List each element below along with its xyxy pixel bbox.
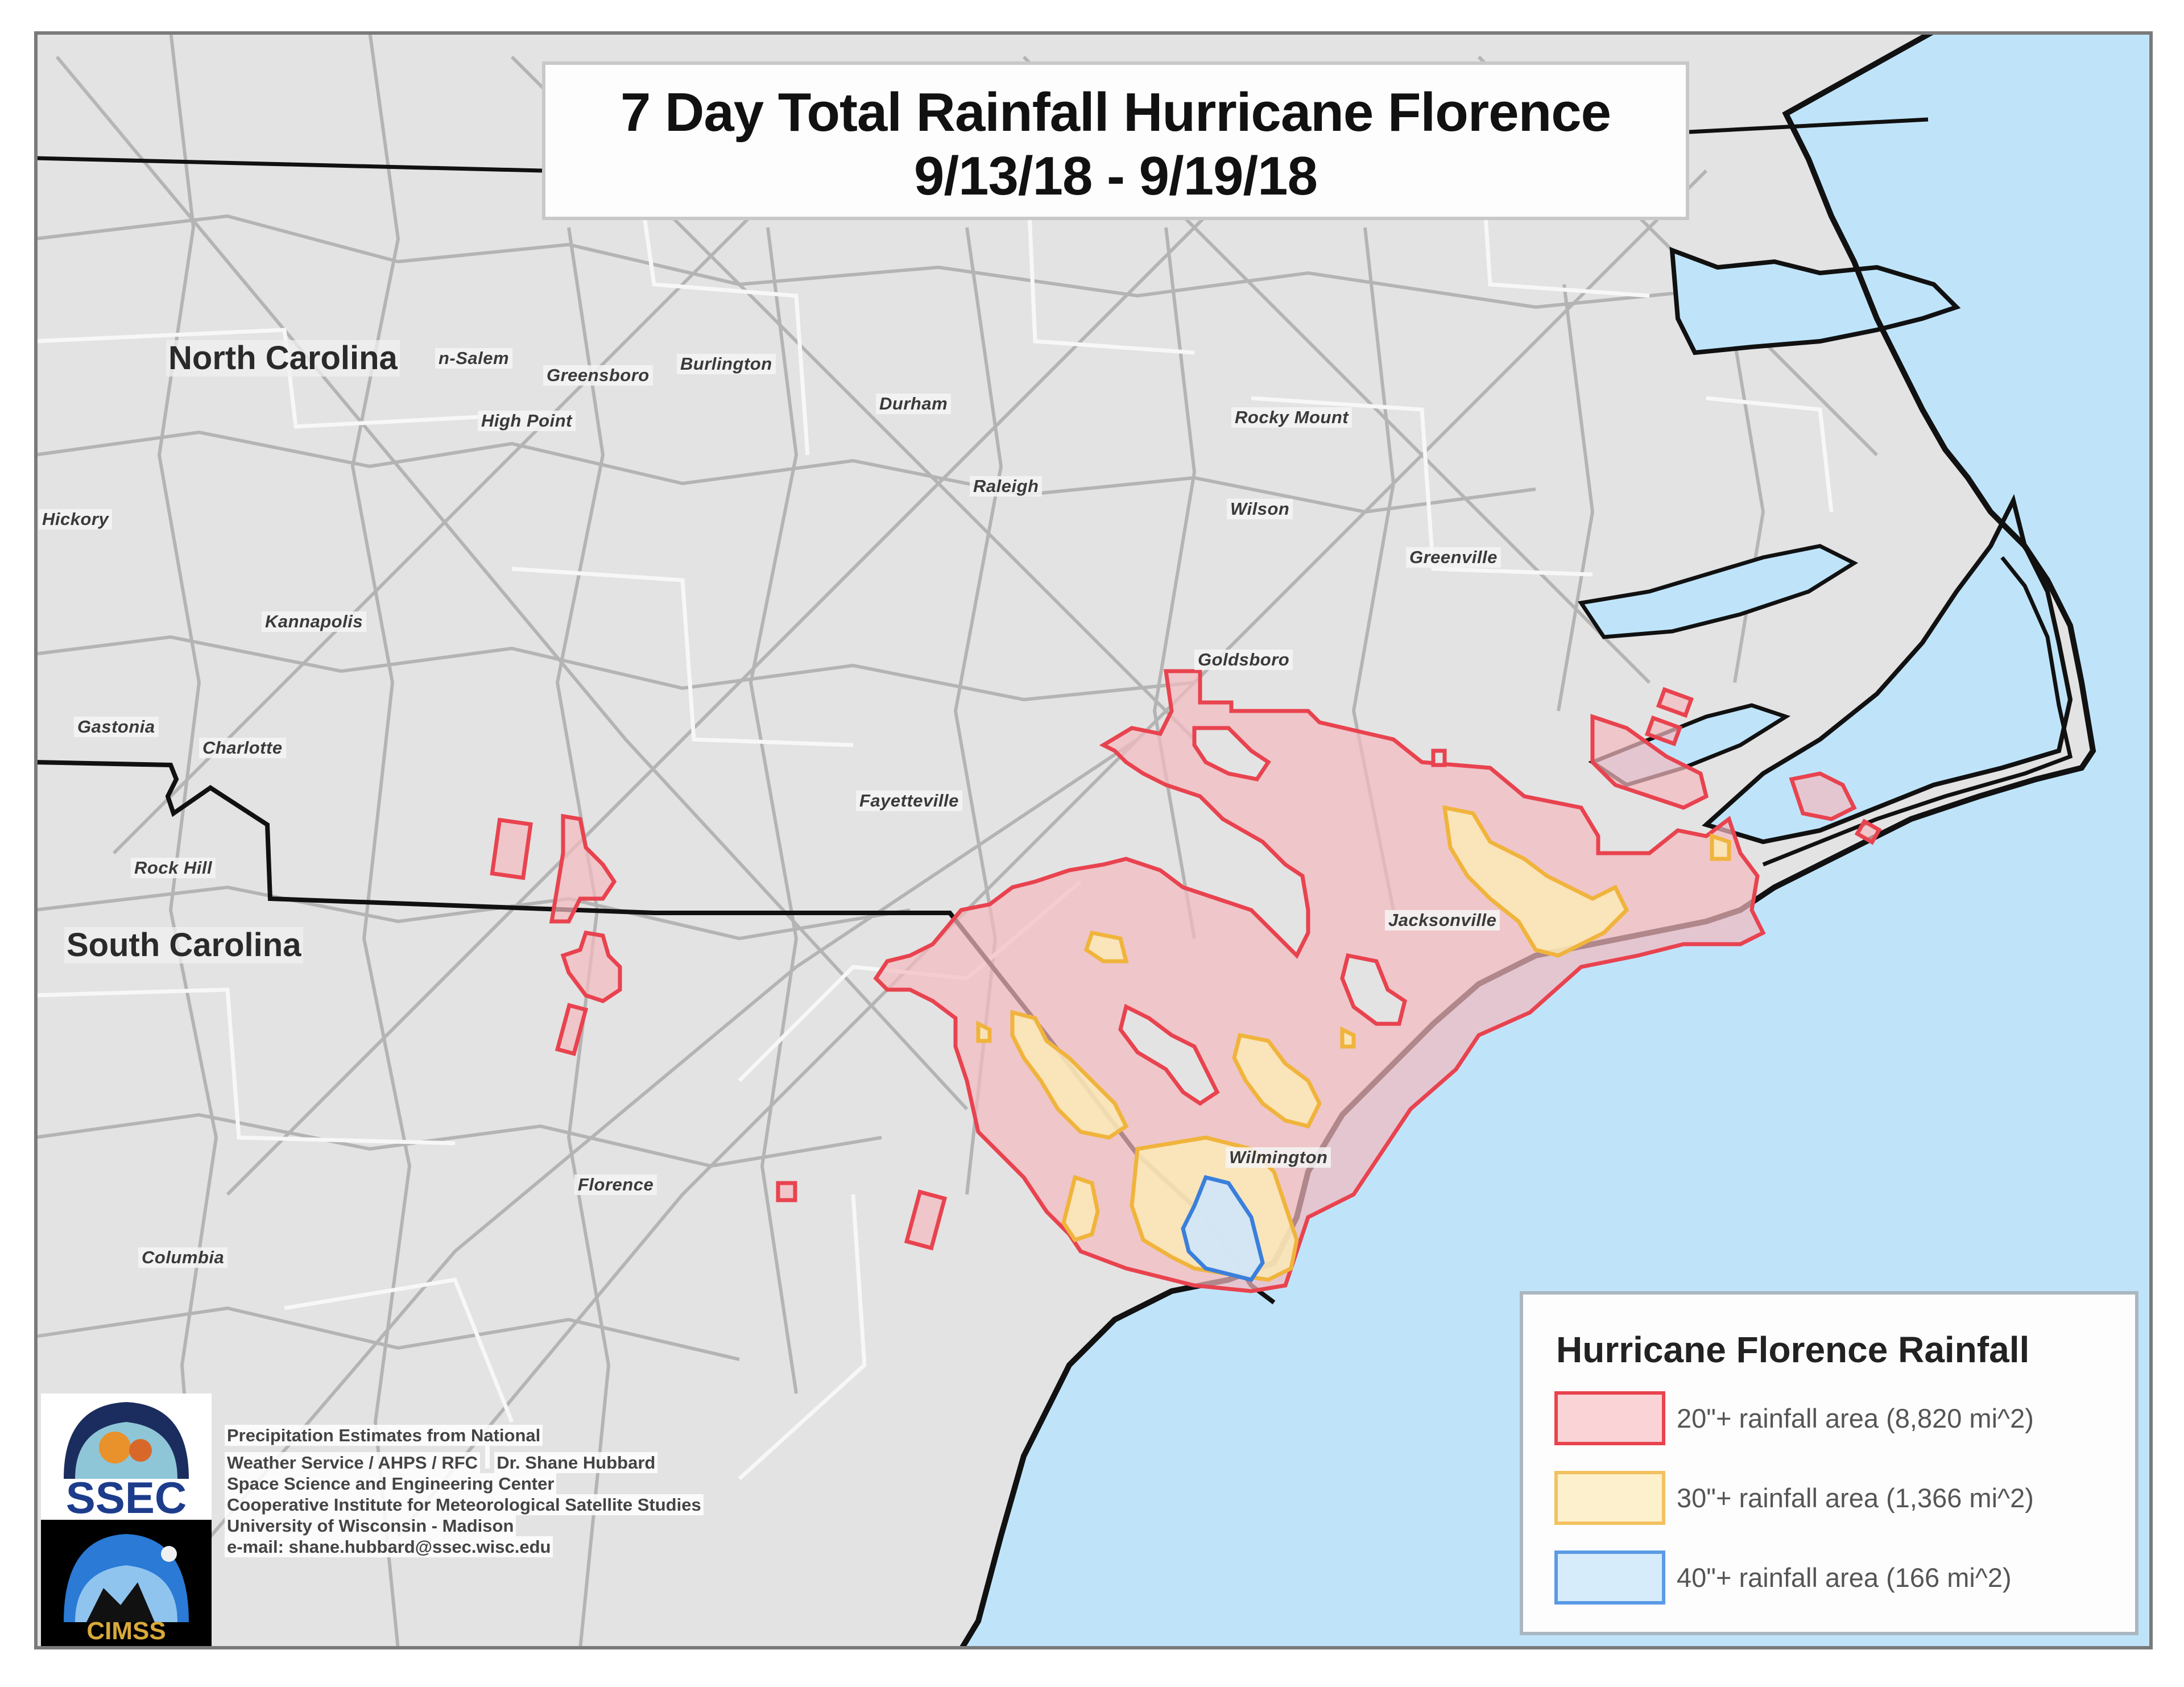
pamlico-river: [1578, 544, 1859, 639]
legend-title: Hurricane Florence Rainfall: [1556, 1329, 2030, 1370]
legend-item-30in: 30"+ rainfall area (1,366 mi^2): [1554, 1471, 2123, 1528]
map-frame: [34, 31, 2153, 1649]
state-label-north-carolina: North Carolina: [166, 340, 400, 377]
map-canvas: [38, 35, 2149, 1646]
pamlico-sound: [1702, 494, 2073, 845]
city-label: Goldsboro: [1194, 650, 1293, 670]
credit-org-3: University of Wisconsin - Madison: [225, 1515, 516, 1536]
ssec-logo-text: SSEC: [66, 1473, 187, 1520]
credit-author: Dr. Shane Hubbard: [494, 1452, 658, 1473]
city-label: Greensboro: [543, 365, 653, 386]
credit-source-1: Precipitation Estimates from National: [225, 1425, 543, 1446]
city-label: Greenville: [1406, 547, 1501, 568]
city-label: Durham: [876, 394, 952, 414]
swatch-30in-icon: [1554, 1471, 1665, 1525]
credit-org-2: Cooperative Institute for Meteorological…: [225, 1494, 704, 1515]
legend-item-40in: 40"+ rainfall area (166 mi^2): [1554, 1550, 2123, 1607]
cimss-logo: CIMSS: [41, 1520, 212, 1646]
city-label: Charlotte: [199, 738, 286, 758]
city-label: Columbia: [138, 1247, 228, 1268]
city-label: Wilmington: [1226, 1147, 1331, 1168]
credits: Precipitation Estimates from National We…: [225, 1425, 704, 1557]
swatch-40in-icon: [1554, 1550, 1665, 1605]
map-title: 7 Day Total Rainfall Hurricane Florence: [620, 82, 1611, 143]
map-title-box: 7 Day Total Rainfall Hurricane Florence …: [542, 61, 1689, 220]
cimss-logo-text: CIMSS: [86, 1617, 166, 1645]
city-label: Kannapolis: [262, 611, 367, 632]
state-border-va-nc: [38, 117, 1929, 173]
ocean: [963, 35, 2149, 1646]
city-label: Raleigh: [970, 476, 1043, 497]
ssec-logo: SSEC: [41, 1394, 212, 1523]
rain-40in-area: [1181, 1175, 1265, 1282]
city-label: Florence: [574, 1175, 657, 1195]
city-label: Wilson: [1227, 499, 1293, 519]
rain-20in-holes: [1118, 726, 1447, 1106]
city-label: Gastonia: [74, 717, 159, 737]
credit-org-1: Space Science and Engineering Center: [225, 1473, 557, 1494]
city-label: High Point: [478, 411, 576, 431]
city-label: Burlington: [677, 354, 776, 374]
credit-email: e-mail: shane.hubbard@ssec.wisc.edu: [225, 1536, 553, 1557]
city-label: Jacksonville: [1385, 910, 1500, 931]
legend-label: 20"+ rainfall area (8,820 mi^2): [1677, 1403, 2034, 1433]
city-label: Rocky Mount: [1231, 407, 1352, 428]
albemarle-sound: [1669, 247, 1961, 355]
city-label: n-Salem: [435, 348, 513, 369]
city-label: Hickory: [39, 509, 113, 530]
legend-label: 30"+ rainfall area (1,366 mi^2): [1677, 1483, 2034, 1513]
city-label: Fayetteville: [856, 791, 962, 811]
legend-item-20in: 20"+ rainfall area (8,820 mi^2): [1554, 1391, 2123, 1448]
barrier-island: [1762, 556, 2073, 867]
map-date-range: 9/13/18 - 9/19/18: [914, 146, 1318, 206]
credit-source-2: Weather Service / AHPS / RFC: [225, 1452, 481, 1473]
state-label-south-carolina: South Carolina: [64, 927, 304, 964]
legend-label: 40"+ rainfall area (166 mi^2): [1677, 1562, 2012, 1593]
swatch-20in-icon: [1554, 1391, 1665, 1445]
legend: Hurricane Florence Rainfall 20"+ rainfal…: [1520, 1291, 2138, 1635]
city-label: Rock Hill: [131, 858, 216, 878]
